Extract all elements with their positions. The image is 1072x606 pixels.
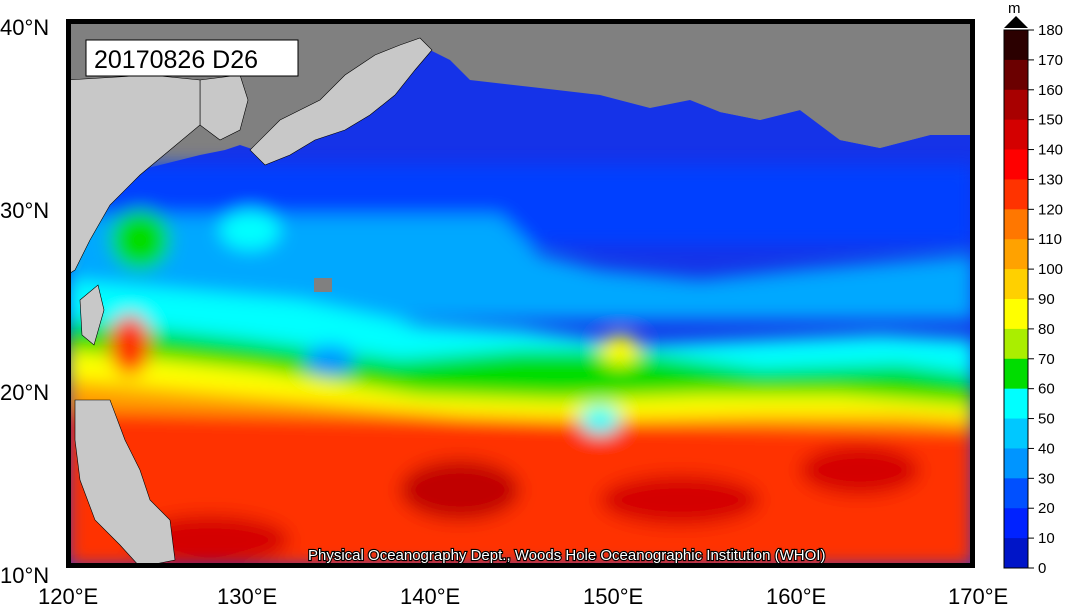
colorbar-swatch [1004, 119, 1028, 151]
land-japan [249, 37, 433, 166]
date-label-box [85, 39, 299, 77]
colorbar-tick-label: 170 [1038, 52, 1063, 69]
colorbar-swatch [1004, 299, 1028, 330]
colorbar-swatch [1004, 269, 1028, 300]
colorbar-tick-label: 50 [1038, 411, 1055, 428]
colorbar-tick-label: 140 [1038, 142, 1063, 159]
map-area [67, 20, 974, 567]
colorbar-swatch [1004, 448, 1028, 479]
colorbar-tick-label: 40 [1038, 440, 1055, 457]
lat-label-30: 30°N [0, 198, 49, 223]
land-philippines [74, 399, 176, 567]
colorbar-tick-label: 30 [1038, 470, 1055, 487]
colorbar-swatch [1004, 59, 1028, 91]
colorbar-swatch [1004, 89, 1028, 121]
lon-label-140: 140°E [400, 584, 460, 606]
colorbar-tick-label: 20 [1038, 500, 1055, 517]
colorbar-tick-label: 100 [1038, 261, 1063, 278]
lat-label-20: 20°N [0, 380, 49, 405]
colorbar-unit: m [1008, 0, 1021, 17]
colorbar-tick-label: 120 [1038, 201, 1063, 218]
colorbar-tick-label: 130 [1038, 171, 1063, 188]
land-taiwan [79, 284, 105, 346]
lon-label-150: 150°E [583, 584, 643, 606]
lon-axis-labels: 120°E 130°E 140°E 150°E 160°E 170°E [38, 584, 1008, 606]
colorbar-ticks: 1801701601501401301201101009080706050403… [1028, 22, 1063, 577]
lon-label-130: 130°E [217, 584, 277, 606]
credit-text: Physical Oceanography Dept., Woods Hole … [308, 547, 825, 564]
colorbar-swatch [1004, 209, 1028, 240]
colorbar-tick-label: 150 [1038, 112, 1063, 129]
colorbar-swatch [1004, 328, 1028, 360]
colorbar-tick-label: 80 [1038, 321, 1055, 338]
lon-label-170: 170°E [948, 584, 1008, 606]
colorbar-arrow-top [1004, 16, 1028, 28]
frame-ticks [67, 20, 974, 567]
colorbar-swatch [1004, 30, 1028, 61]
lon-label-160: 160°E [766, 584, 826, 606]
colorbar-tick-label: 10 [1038, 530, 1055, 547]
colorbar: m 18017016015014013012011010090807060504… [1003, 0, 1063, 577]
colorbar-tick-label: 70 [1038, 351, 1055, 368]
land-china [67, 74, 201, 276]
colorbar-tick-label: 90 [1038, 291, 1055, 308]
lat-label-10: 10°N [0, 563, 49, 588]
colorbar-swatches [1003, 29, 1029, 569]
colorbar-swatch [1004, 418, 1028, 449]
colorbar-swatch [1004, 388, 1028, 420]
colorbar-tick-label: 0 [1038, 560, 1046, 577]
colorbar-tick-label: 160 [1038, 82, 1063, 99]
lon-label-120: 120°E [38, 584, 98, 606]
colorbar-swatch [1004, 478, 1028, 509]
colorbar-swatch [1004, 149, 1028, 180]
lat-label-40: 40°N [0, 15, 49, 40]
land-north [67, 20, 974, 270]
colorbar-tick-label: 60 [1038, 381, 1055, 398]
colorbar-swatch [1004, 538, 1028, 569]
colorbar-tick-label: 180 [1038, 22, 1063, 39]
colorbar-swatch [1004, 239, 1028, 270]
colorbar-swatch [1004, 358, 1028, 390]
colorbar-swatch [1004, 508, 1028, 539]
colorbar-tick-label: 110 [1038, 231, 1062, 248]
date-label: 20170826 D26 [94, 46, 258, 74]
colorbar-swatch [1004, 179, 1028, 210]
lat-axis-labels: 40°N 30°N 20°N 10°N [0, 15, 49, 588]
